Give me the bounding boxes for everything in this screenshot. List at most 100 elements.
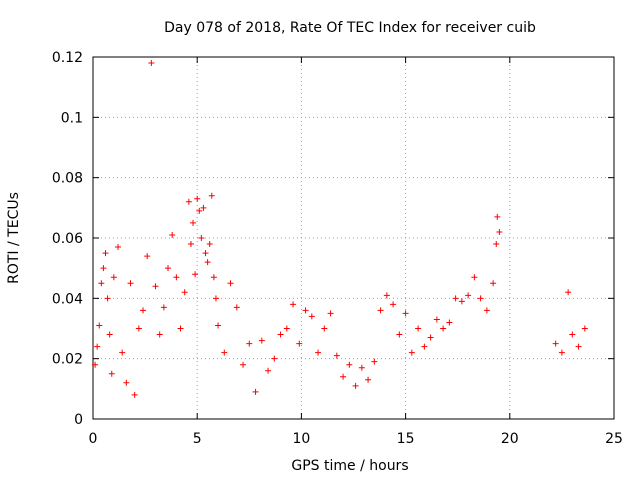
y-tick-label: 0.06 xyxy=(52,231,83,247)
data-point xyxy=(340,373,347,380)
data-point xyxy=(140,307,147,314)
x-axis: 0 5 10 15 20 25 xyxy=(89,57,623,447)
data-point xyxy=(477,295,484,302)
data-point xyxy=(346,361,353,368)
data-point xyxy=(177,325,184,332)
data-point xyxy=(198,235,205,241)
data-point xyxy=(465,292,472,299)
data-point xyxy=(246,340,253,347)
data-point xyxy=(471,274,478,281)
data-point xyxy=(558,349,565,356)
data-point xyxy=(104,295,111,302)
data-point xyxy=(333,352,340,359)
data-point xyxy=(152,283,159,290)
data-point xyxy=(210,274,217,281)
x-tick-label: 5 xyxy=(193,431,202,447)
data-point xyxy=(446,319,453,326)
data-point xyxy=(569,331,576,338)
y-tick-label: 0.12 xyxy=(52,50,83,66)
data-point xyxy=(377,307,384,314)
data-point xyxy=(131,391,138,398)
data-point xyxy=(185,198,192,205)
data-point xyxy=(181,289,188,296)
data-point xyxy=(283,325,290,332)
x-tick-label: 25 xyxy=(605,431,623,447)
data-point xyxy=(108,370,115,377)
data-point xyxy=(565,289,572,296)
data-point xyxy=(402,310,409,317)
x-tick-label: 0 xyxy=(89,431,98,447)
data-point xyxy=(227,280,234,287)
data-point xyxy=(271,355,278,362)
x-axis-label: GPS time / hours xyxy=(291,458,408,474)
y-tick-label: 0.1 xyxy=(61,110,83,126)
data-point xyxy=(200,204,207,211)
data-point xyxy=(433,316,440,323)
y-tick-label: 0 xyxy=(74,412,83,428)
x-tick-label: 20 xyxy=(501,431,519,447)
data-point xyxy=(144,253,151,260)
data-point xyxy=(308,313,315,320)
data-point xyxy=(208,192,215,199)
data-point xyxy=(115,244,122,251)
data-point xyxy=(192,271,199,278)
data-point xyxy=(190,219,197,226)
data-point xyxy=(204,259,211,266)
data-point xyxy=(221,349,228,356)
data-series-roti xyxy=(92,60,588,398)
data-point xyxy=(206,241,213,248)
data-point xyxy=(415,325,422,332)
y-axis-label: ROTI / TECUs xyxy=(6,192,22,284)
data-point xyxy=(421,343,428,350)
data-point xyxy=(427,334,434,341)
data-point xyxy=(396,331,403,338)
grid-lines xyxy=(93,57,614,419)
data-point xyxy=(187,241,194,248)
data-point xyxy=(96,322,103,329)
data-point xyxy=(194,195,201,202)
data-point xyxy=(92,361,99,368)
data-point xyxy=(352,382,359,389)
data-point xyxy=(371,358,378,365)
data-point xyxy=(160,304,167,311)
data-point xyxy=(315,349,322,356)
data-point xyxy=(390,301,397,308)
data-point xyxy=(296,340,303,347)
data-point xyxy=(483,307,490,314)
data-point xyxy=(123,379,130,386)
data-point xyxy=(302,307,309,314)
data-point xyxy=(156,331,163,338)
data-point xyxy=(493,241,500,248)
data-point xyxy=(552,340,559,347)
data-point xyxy=(277,331,284,338)
data-point xyxy=(196,207,203,214)
data-point xyxy=(173,274,180,281)
data-point xyxy=(440,325,447,332)
data-point xyxy=(212,295,219,302)
data-point xyxy=(358,364,365,371)
data-point xyxy=(148,60,155,67)
data-point xyxy=(98,280,105,287)
data-point xyxy=(252,388,259,395)
data-point xyxy=(265,367,272,374)
data-point xyxy=(240,361,247,368)
data-point xyxy=(321,325,328,332)
chart-title: Day 078 of 2018, Rate Of TEC Index for r… xyxy=(164,20,536,36)
data-point xyxy=(233,304,240,311)
data-point xyxy=(102,250,109,257)
data-point xyxy=(100,265,107,272)
y-tick-label: 0.04 xyxy=(52,291,83,307)
data-point xyxy=(452,295,459,302)
data-point xyxy=(110,274,117,281)
data-point xyxy=(458,298,465,305)
data-point xyxy=(494,213,501,220)
data-point xyxy=(490,280,497,287)
data-point xyxy=(496,228,503,235)
data-point xyxy=(258,337,265,344)
data-point xyxy=(202,250,209,257)
data-point xyxy=(581,325,588,332)
data-point xyxy=(169,231,176,238)
data-point xyxy=(383,292,390,299)
x-tick-label: 10 xyxy=(292,431,310,447)
